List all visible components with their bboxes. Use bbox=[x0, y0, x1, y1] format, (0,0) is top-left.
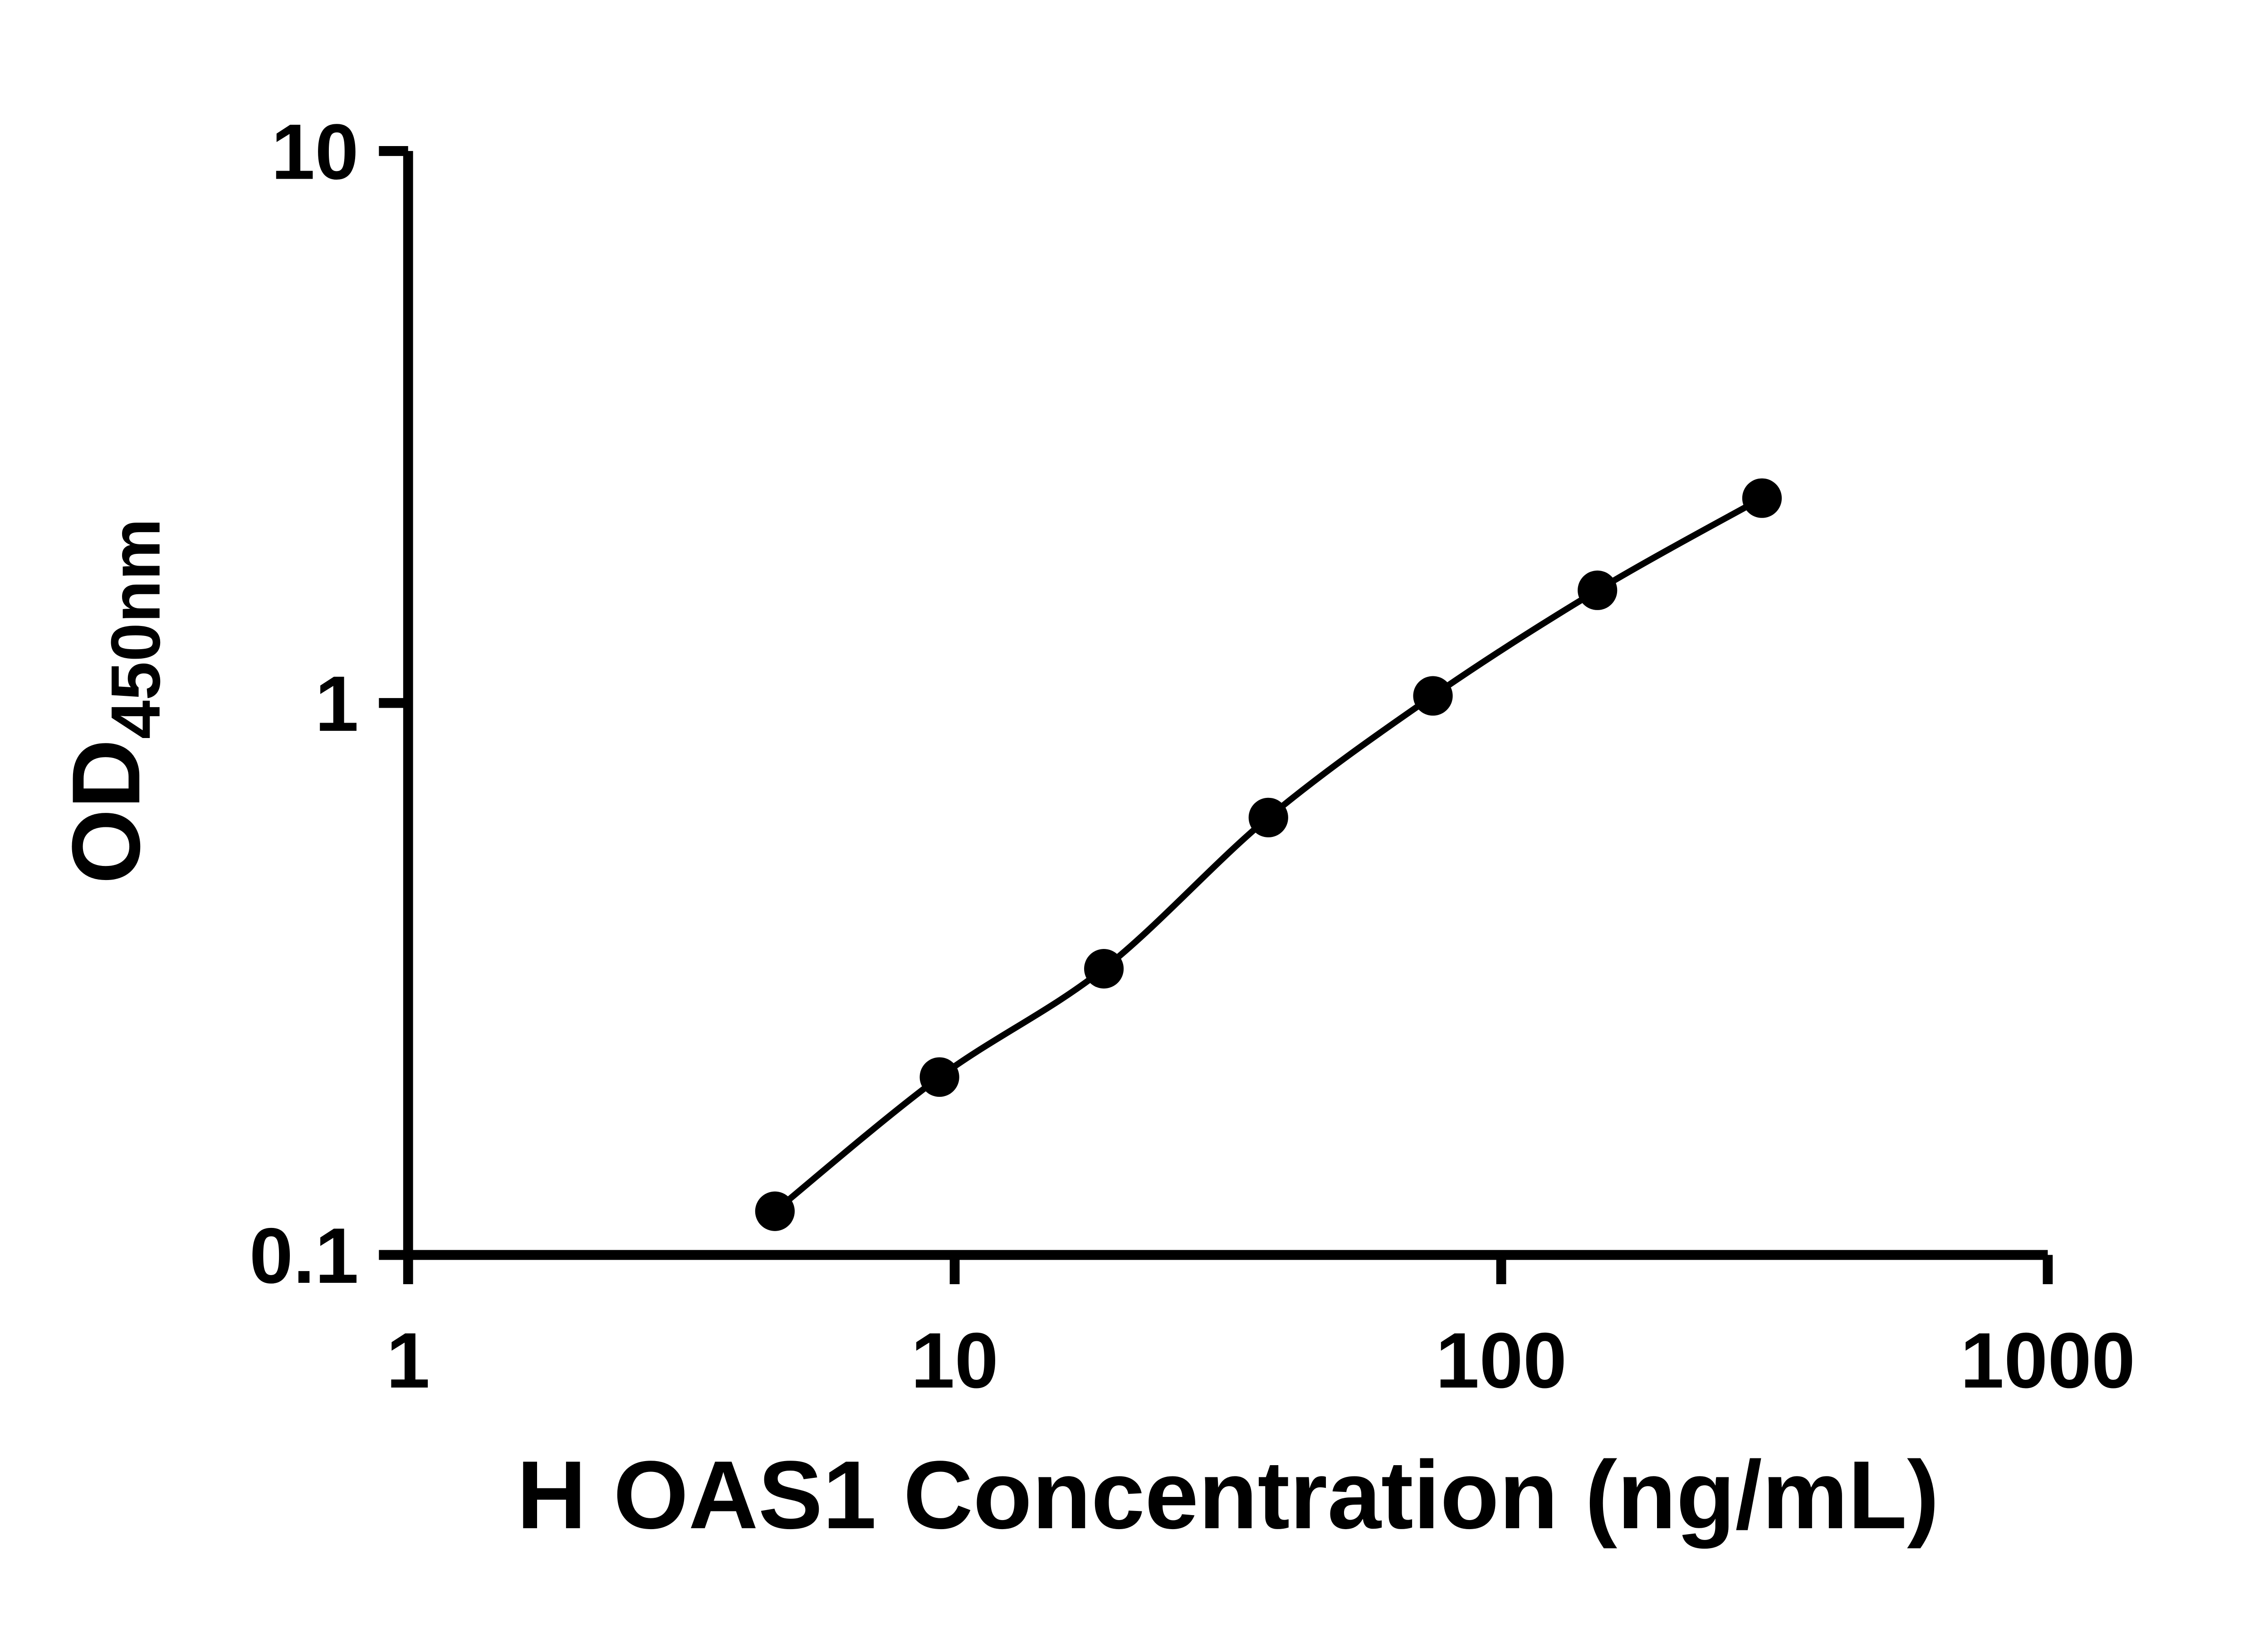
x-tick-label: 100 bbox=[1436, 1316, 1567, 1404]
x-tick-label: 1 bbox=[386, 1316, 430, 1404]
data-point bbox=[1578, 570, 1618, 610]
y-axis-title-main: OD bbox=[52, 739, 160, 884]
y-tick-label: 0.1 bbox=[249, 1212, 359, 1300]
data-series bbox=[755, 478, 1782, 1231]
y-axis-title-subscript: 450nm bbox=[97, 518, 175, 739]
data-point bbox=[919, 1057, 959, 1097]
y-axis-title: OD450nm bbox=[52, 518, 175, 884]
data-point bbox=[755, 1191, 795, 1231]
axes: 1 10 100 1000 10 1 0.1 bbox=[249, 108, 2136, 1404]
data-point bbox=[1742, 478, 1782, 518]
x-tick-label: 10 bbox=[911, 1316, 998, 1404]
data-point bbox=[1248, 797, 1288, 837]
standard-curve-line bbox=[773, 495, 1764, 1214]
y-tick-label: 1 bbox=[315, 660, 358, 748]
data-point bbox=[1413, 676, 1453, 716]
x-tick-label: 1000 bbox=[1960, 1316, 2136, 1404]
y-tick-label: 10 bbox=[271, 108, 359, 196]
x-axis-title: H OAS1 Concentration (ng/mL) bbox=[517, 1441, 1939, 1549]
data-point bbox=[1084, 949, 1124, 989]
